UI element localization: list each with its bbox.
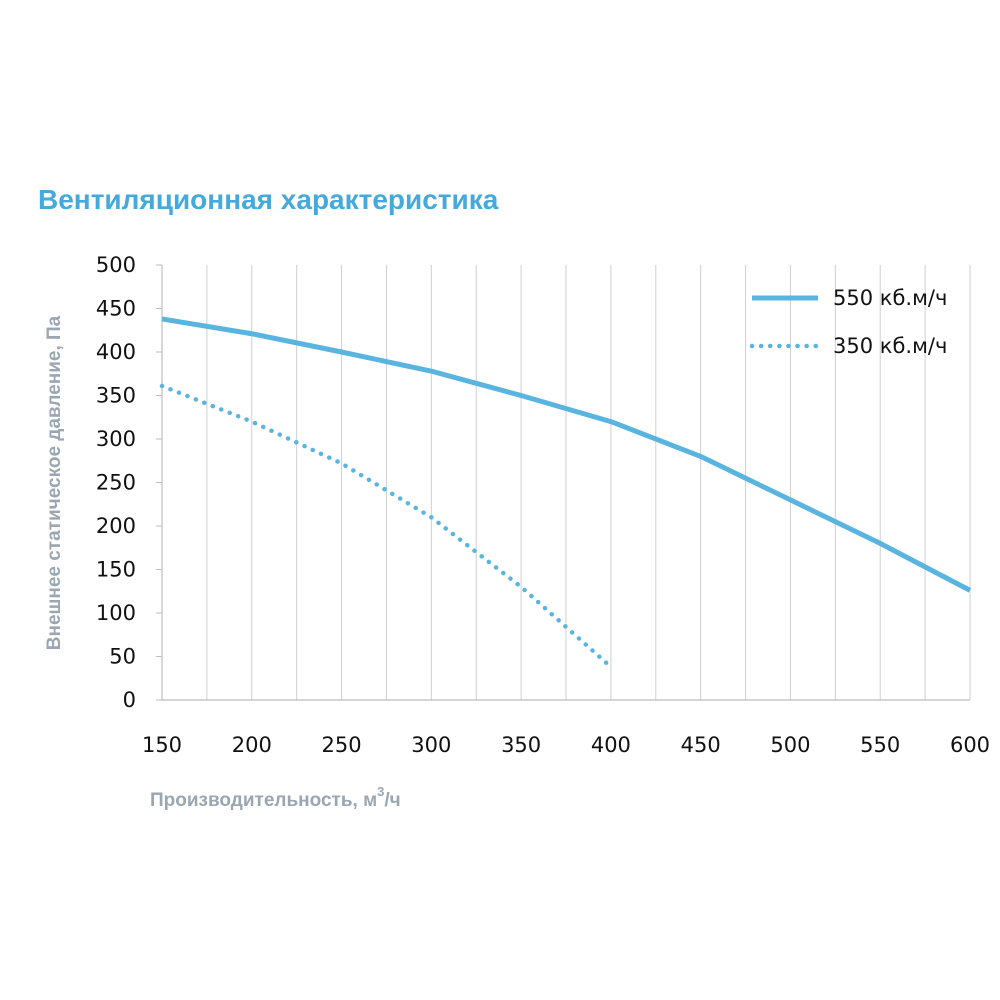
legend-label-1: 550 кб.м/ч bbox=[833, 286, 947, 310]
series-lines bbox=[159, 316, 972, 670]
x-tick-labels: 150 200 250 300 350 400 450 500 550 600 bbox=[142, 733, 990, 757]
x-tick-label: 350 bbox=[501, 733, 541, 757]
x-tick-label: 500 bbox=[770, 733, 810, 757]
y-tick-label: 0 bbox=[123, 688, 136, 712]
x-tick-label: 600 bbox=[950, 733, 990, 757]
series-line-2 bbox=[159, 383, 614, 670]
x-tick-label: 250 bbox=[322, 733, 362, 757]
chart-title: Вентиляционная характеристика bbox=[38, 184, 499, 215]
series-line-1 bbox=[161, 316, 972, 593]
y-tick-label: 500 bbox=[96, 253, 136, 277]
y-tick-label: 100 bbox=[96, 601, 136, 625]
y-tick-label: 400 bbox=[96, 340, 136, 364]
y-tick-label: 300 bbox=[96, 427, 136, 451]
y-tick-label: 150 bbox=[96, 558, 136, 582]
y-tick-label: 450 bbox=[96, 297, 136, 321]
grid bbox=[206, 265, 971, 700]
y-tick-label: 200 bbox=[96, 514, 136, 538]
x-tick-label: 550 bbox=[860, 733, 900, 757]
x-tick-label: 400 bbox=[591, 733, 631, 757]
x-tick-label: 300 bbox=[411, 733, 451, 757]
legend-label-2: 350 кб.м/ч bbox=[833, 334, 947, 358]
y-axis-title: Внешнее статическое давление, Па bbox=[44, 315, 65, 650]
axes bbox=[156, 264, 970, 701]
y-tick-label: 350 bbox=[96, 384, 136, 408]
x-axis-title: Производительность, м3/ч bbox=[150, 784, 401, 811]
x-tick-label: 150 bbox=[142, 733, 182, 757]
x-tick-label: 200 bbox=[232, 733, 272, 757]
x-tick-label: 450 bbox=[681, 733, 721, 757]
y-tick-labels: 0 50 100 150 200 250 300 350 400 450 500 bbox=[96, 253, 136, 712]
legend: 550 кб.м/ч 350 кб.м/ч bbox=[749, 286, 947, 358]
x-axis-title-text: Производительность, м bbox=[150, 790, 377, 811]
y-tick-label: 50 bbox=[109, 645, 136, 669]
y-tick-label: 250 bbox=[96, 471, 136, 495]
x-axis-title-superscript: 3 bbox=[377, 784, 384, 799]
x-axis-title-suffix: /ч bbox=[384, 790, 400, 811]
